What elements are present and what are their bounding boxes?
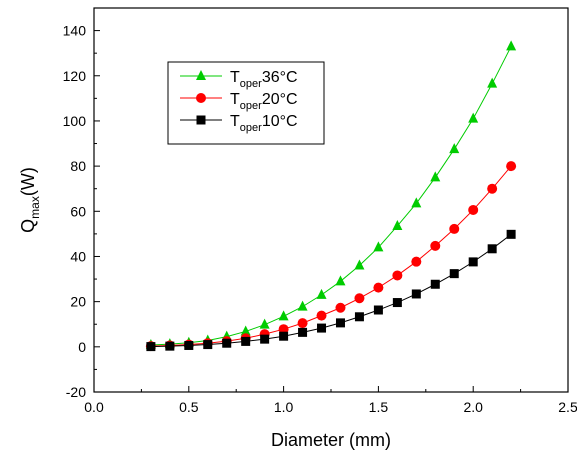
square-marker — [317, 323, 327, 333]
circle-marker — [335, 302, 346, 313]
circle-marker — [278, 324, 289, 335]
square-marker — [222, 338, 232, 348]
square-marker — [203, 340, 213, 350]
triangle-marker — [297, 300, 308, 311]
y-tick-label: 20 — [70, 294, 86, 310]
y-tick-label: 60 — [70, 203, 86, 219]
triangle-marker — [468, 112, 479, 123]
square-marker — [354, 312, 364, 322]
legend-item: Toper36°C — [180, 69, 298, 90]
triangle-marker — [430, 171, 441, 182]
x-tick-label: 0.5 — [179, 399, 199, 415]
y-tick-label: -20 — [66, 384, 86, 400]
square-marker — [487, 244, 497, 254]
square-marker — [279, 331, 289, 341]
square-marker — [165, 341, 175, 351]
triangle-marker — [449, 143, 460, 154]
square-marker — [468, 257, 478, 267]
triangle-marker — [196, 70, 206, 80]
square-marker — [449, 269, 459, 279]
circle-marker — [196, 93, 206, 103]
y-tick-label: 140 — [63, 23, 87, 39]
x-tick-label: 1.0 — [274, 399, 294, 415]
triangle-marker — [316, 288, 327, 299]
square-marker — [373, 305, 383, 315]
y-axis-title-sub: max — [28, 196, 42, 219]
axis-ticks — [93, 7, 569, 393]
circle-marker — [392, 270, 403, 281]
y-tick-label: 120 — [63, 68, 87, 84]
square-marker — [196, 115, 206, 125]
circle-marker — [373, 282, 384, 293]
series-line — [150, 165, 512, 347]
y-tick-label: 100 — [63, 113, 87, 129]
x-tick-label: 2.0 — [463, 399, 483, 415]
y-axis-title-main: Q — [18, 219, 38, 233]
square-marker — [184, 340, 194, 350]
circle-marker — [411, 256, 422, 267]
y-tick-label: 0 — [78, 339, 86, 355]
triangle-marker — [278, 310, 289, 321]
triangle-marker — [392, 219, 403, 230]
y-tick-label: 80 — [70, 158, 86, 174]
series-20°C — [145, 161, 517, 352]
triangle-marker — [373, 241, 384, 252]
series-layer — [145, 40, 517, 352]
circle-marker — [506, 161, 517, 172]
y-axis-title: Qmax(W) — [18, 167, 42, 233]
circle-marker — [354, 293, 365, 304]
legend-label: Toper36°C — [230, 69, 298, 90]
y-tick-label: 40 — [70, 248, 86, 264]
plot-frame — [93, 7, 569, 393]
triangle-marker — [354, 259, 365, 270]
y-tick-labels: -20 0 20 40 60 80 100 120 140 — [63, 23, 87, 400]
triangle-marker — [335, 275, 346, 286]
legend-label: Toper10°C — [230, 113, 298, 134]
x-tick-label: 2.5 — [558, 399, 577, 415]
square-marker — [260, 334, 270, 344]
triangle-marker — [487, 77, 498, 88]
triangle-marker — [506, 40, 517, 51]
series-10°C — [146, 229, 516, 352]
y-axis-title-unit: (W) — [18, 167, 38, 196]
x-tick-labels: 0.0 0.5 1.0 1.5 2.0 2.5 — [84, 399, 577, 415]
triangle-marker — [240, 325, 251, 336]
square-marker — [392, 298, 402, 308]
triangle-marker — [411, 197, 422, 208]
circle-marker — [297, 318, 308, 329]
legend-label: Toper20°C — [230, 91, 298, 112]
legend-item: Toper10°C — [180, 113, 298, 134]
circle-marker — [487, 183, 498, 194]
x-tick-label: 1.5 — [369, 399, 389, 415]
square-marker — [411, 289, 421, 299]
x-axis-title: Diameter (mm) — [271, 430, 391, 450]
circle-marker — [468, 204, 479, 215]
square-marker — [146, 342, 156, 352]
legend-item: Toper20°C — [180, 91, 298, 112]
square-marker — [298, 327, 308, 337]
square-marker — [241, 336, 251, 346]
triangle-marker — [259, 318, 270, 329]
circle-marker — [430, 240, 441, 251]
circle-marker — [449, 223, 460, 234]
square-marker — [335, 318, 345, 328]
square-marker — [430, 279, 440, 289]
x-tick-label: 0.0 — [84, 399, 104, 415]
square-marker — [506, 229, 516, 239]
series-line — [150, 233, 512, 348]
circle-marker — [316, 310, 327, 321]
